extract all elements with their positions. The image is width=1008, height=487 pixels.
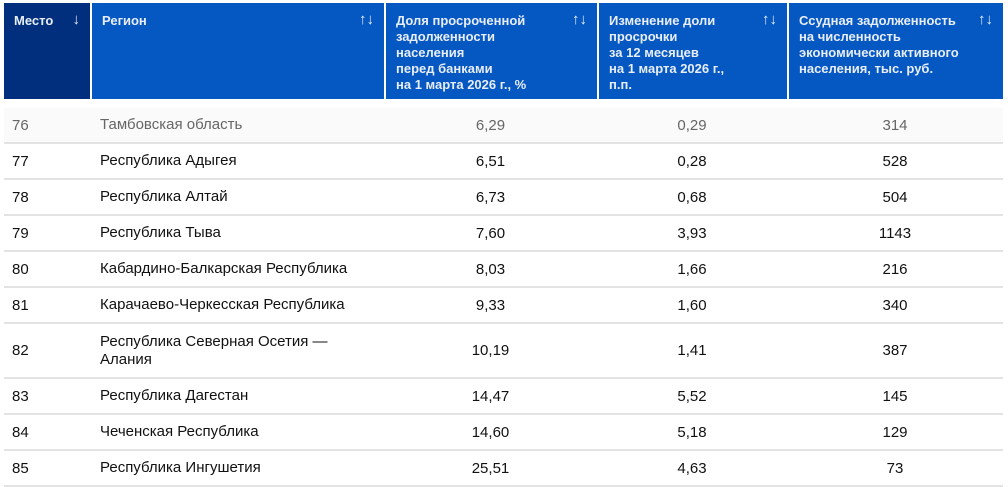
share-change-cell: 5,52 — [677, 387, 707, 405]
rank-cell: 78 — [12, 188, 29, 206]
loan-debt-cell: 528 — [882, 152, 908, 170]
rank-cell: 83 — [12, 387, 29, 405]
overdue-share-cell: 10,19 — [471, 342, 510, 359]
share-change-cell: 1,41 — [677, 342, 707, 359]
table-row: 84 Чеченская Республика 14,60 5,18 129 — [4, 415, 1003, 451]
table-row: 77 Республика Адыгея 6,51 0,28 528 — [4, 144, 1003, 180]
share-change-cell: 0,28 — [677, 152, 707, 170]
overdue-share-cell: 14,60 — [471, 423, 510, 441]
sort-desc-icon[interactable]: ↓ — [72, 11, 81, 28]
rank-cell: 81 — [12, 296, 29, 314]
overdue-share-cell: 7,60 — [475, 224, 506, 242]
share-change-cell: 4,63 — [677, 459, 707, 477]
loan-debt-cell: 387 — [882, 342, 908, 359]
overdue-share-cell: 6,51 — [475, 152, 506, 170]
sort-icon[interactable]: ↑↓ — [359, 11, 374, 28]
overdue-share-cell: 14,47 — [471, 387, 510, 405]
share-change-cell: 1,66 — [677, 260, 707, 278]
column-header-loan-debt[interactable]: Ссудная задолженность на численность эко… — [787, 3, 1003, 99]
rank-cell: 82 — [12, 342, 29, 359]
loan-debt-cell: 145 — [882, 387, 908, 405]
table-body: 76 Тамбовская область 6,29 0,29 314 77 Республ… — [4, 108, 1003, 487]
table-row: 81 Карачаево-Черкесская Республика 9,33 1,6… — [4, 288, 1003, 324]
region-cell: Республика Адыгея — [100, 152, 237, 169]
region-cell: Республика Алтай — [100, 188, 228, 205]
rank-cell: 76 — [12, 116, 29, 134]
column-header-rank[interactable]: Место ↓ — [4, 3, 90, 99]
ranking-table: Место ↓ Регион ↑↓ Доля просроченной задолж… — [4, 3, 1003, 487]
region-cell: Республика Тыва — [100, 224, 221, 241]
overdue-share-cell: 6,29 — [475, 116, 506, 134]
share-change-cell: 5,18 — [677, 423, 707, 441]
table-row: 85 Республика Ингушетия 25,51 4,63 73 — [4, 451, 1003, 487]
loan-debt-cell: 1143 — [878, 224, 912, 242]
table-row: 80 Кабардино-Балкарская Республика 8,03 1,6… — [4, 252, 1003, 288]
loan-debt-cell: 73 — [886, 459, 904, 477]
rank-cell: 85 — [12, 459, 29, 477]
column-header-overdue-share[interactable]: Доля просроченной задолженности населени… — [384, 3, 597, 99]
share-change-cell: 1,60 — [677, 296, 707, 314]
column-header-share-change[interactable]: Изменение доли просрочки за 12 месяцев н… — [597, 3, 787, 99]
region-cell: Карачаево-Черкесская Республика — [100, 296, 345, 313]
share-change-cell: 0,68 — [677, 188, 707, 206]
region-cell: Республика Северная Осетия — Алания — [100, 332, 328, 368]
table-row: 82 Республика Северная Осетия — Алания 10,… — [4, 324, 1003, 379]
rank-cell: 84 — [12, 423, 29, 441]
loan-debt-cell: 314 — [882, 116, 908, 134]
share-change-cell: 3,93 — [677, 224, 707, 242]
rank-cell: 79 — [12, 224, 29, 242]
region-cell: Республика Ингушетия — [100, 459, 261, 476]
loan-debt-cell: 504 — [882, 188, 908, 206]
table-row: 78 Республика Алтай 6,73 0,68 504 — [4, 180, 1003, 216]
overdue-share-cell: 8,03 — [475, 260, 506, 278]
loan-debt-cell: 216 — [882, 260, 908, 278]
region-cell: Чеченская Республика — [100, 423, 259, 440]
table-row: 83 Республика Дагестан 14,47 5,52 145 — [4, 379, 1003, 415]
table-row: 76 Тамбовская область 6,29 0,29 314 — [4, 108, 1003, 144]
sort-icon[interactable]: ↑↓ — [572, 11, 587, 28]
table-row: 79 Республика Тыва 7,60 3,93 1143 — [4, 216, 1003, 252]
table-header: Место ↓ Регион ↑↓ Доля просроченной задолж… — [4, 3, 1003, 99]
region-cell: Тамбовская область — [100, 116, 243, 133]
overdue-share-cell: 6,73 — [475, 188, 506, 206]
overdue-share-cell: 25,51 — [471, 459, 510, 477]
overdue-share-cell: 9,33 — [475, 296, 506, 314]
loan-debt-cell: 340 — [882, 296, 908, 314]
loan-debt-cell: 129 — [882, 423, 908, 441]
share-change-cell: 0,29 — [677, 116, 707, 134]
sort-icon[interactable]: ↑↓ — [762, 11, 777, 28]
rank-cell: 77 — [12, 152, 29, 170]
column-header-region[interactable]: Регион ↑↓ — [90, 3, 384, 99]
sort-icon[interactable]: ↑↓ — [978, 11, 993, 28]
region-cell: Кабардино-Балкарская Республика — [100, 260, 348, 277]
rank-cell: 80 — [12, 260, 29, 278]
region-cell: Республика Дагестан — [100, 387, 249, 404]
